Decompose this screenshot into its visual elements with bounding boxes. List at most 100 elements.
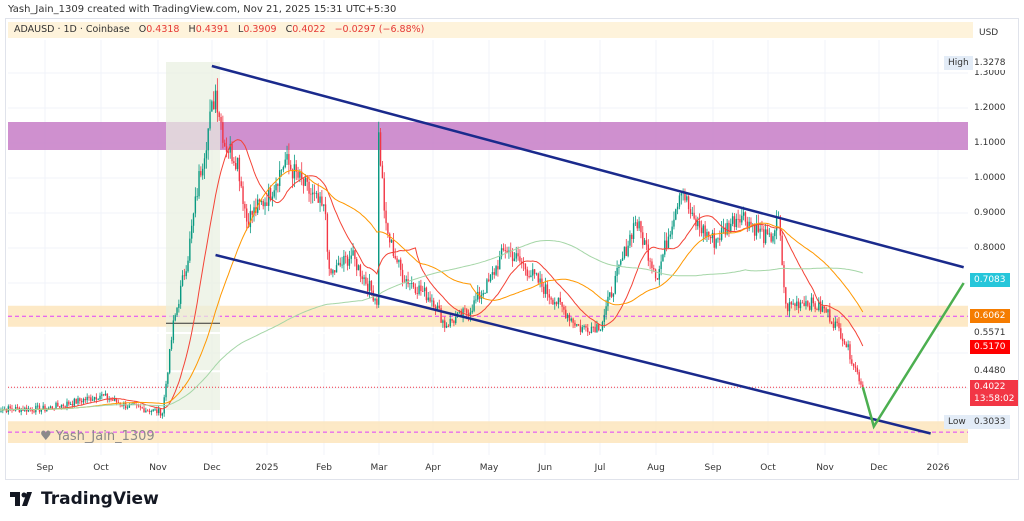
candle-body [189,238,191,261]
candle-body [148,410,151,413]
symbol[interactable]: ADAUSD · 1D · Coinbase [14,24,130,35]
candle-body [746,221,748,229]
candle-body [856,367,859,373]
candle-body [80,400,83,403]
candle-body [504,250,506,251]
candle-body [662,254,664,262]
candle-body [313,192,316,194]
candle-body [654,269,657,279]
candle-body [222,122,224,143]
candle-body [209,111,211,129]
price-marker: 0.5170 [970,340,1010,355]
candle-body [440,308,442,323]
candle-body [343,255,345,265]
price-marker: 0.4480 [970,364,1010,379]
candle-body [185,271,187,277]
tradingview-logo[interactable]: TradingView [10,489,159,509]
candle-body [224,142,226,147]
candle-body [159,408,162,416]
candle-body [488,279,490,282]
x-tick-label: Sep [37,463,54,473]
candle-body [113,398,116,401]
candle-body [829,309,831,322]
candle-body [238,157,241,182]
candle-body [761,228,763,230]
candle-body [143,408,145,413]
candle-body [825,308,827,313]
candle-body [88,396,90,398]
candle-body [27,408,30,412]
candle-body [365,277,367,284]
candle-body [57,402,59,407]
candle-body [581,327,583,332]
watermark-text: Yash_Jain_1309 [55,429,155,444]
candle-body [583,325,585,328]
x-tick-label: Jul [594,463,606,473]
candle-body [108,399,110,401]
candle-body [79,398,81,401]
ma-medium [0,169,864,411]
x-tick-label: Apr [425,463,441,473]
candle-body [154,409,156,411]
candle-body [165,383,167,398]
price-tick-label: 0.8000 [974,243,1006,253]
candle-body [667,236,670,249]
candle-body [651,261,653,269]
candle-body [405,279,407,283]
candle-body [51,406,54,409]
candle-body [519,256,521,262]
candle-body [486,279,488,293]
candle-body [466,309,468,314]
candle-body [299,171,301,178]
currency-label[interactable]: USD [979,28,999,38]
candle-body [506,250,508,253]
candle-body [742,212,745,216]
candle-body [244,203,246,209]
candle-body [91,399,94,401]
candle-body [183,275,186,277]
candle-body [585,325,587,328]
candle-body [420,285,422,292]
candle-body [669,234,671,237]
candle-body [543,286,545,294]
candle-body [774,230,776,237]
candle-body [827,309,829,313]
candle-body [719,238,721,240]
candle-body [356,258,358,271]
candle-body [526,269,528,276]
candle-body [814,303,816,310]
candle-body [862,384,864,388]
candle-body [310,193,312,195]
candle-body [678,195,681,207]
candle-body [390,240,393,243]
candle-body [418,285,420,294]
candle-body [552,299,554,305]
x-tick-label: 2025 [256,463,279,473]
candle-body [728,222,730,233]
open-label: O [138,24,147,35]
candle-body [851,359,853,364]
candle-body [69,404,72,405]
candle-body [308,181,310,194]
x-tick-label: Nov [816,463,834,473]
candle-body [46,409,48,412]
candle-body [141,407,143,409]
candle-body [95,397,98,400]
candle-body [49,406,52,408]
candle-body [796,301,798,307]
candle-body [653,268,655,270]
candle-body [750,221,752,225]
candle-body [706,231,708,237]
candle-body [423,287,426,292]
candle-body [126,407,129,409]
candle-body [339,262,341,266]
candle-body [150,411,153,413]
candle-body [220,117,222,123]
candle-body [693,212,695,219]
candle-body [121,405,123,406]
candle-body [324,204,327,215]
candle-body [711,232,714,239]
candle-body [482,293,484,296]
candle-body [748,221,750,229]
